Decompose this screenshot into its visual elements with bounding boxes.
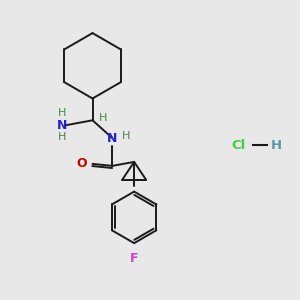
Text: H: H — [58, 132, 66, 142]
Text: O: O — [76, 158, 87, 170]
Text: N: N — [107, 132, 118, 145]
Text: F: F — [130, 252, 138, 265]
Text: Cl: Cl — [231, 139, 245, 152]
Text: H: H — [58, 108, 66, 118]
Text: N: N — [57, 119, 67, 132]
Text: H: H — [122, 131, 130, 141]
Text: H: H — [271, 139, 282, 152]
Text: H: H — [98, 113, 107, 123]
